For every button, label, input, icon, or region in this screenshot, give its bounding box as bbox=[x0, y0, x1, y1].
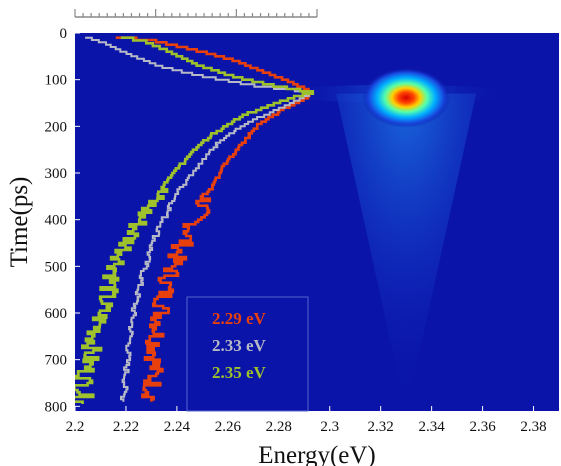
legend-box: 2.29 eV 2.33 eV 2.35 eV bbox=[186, 296, 309, 412]
x-axis-ticks: 2.2 2.22 2.24 2.26 2.28 2.3 2.32 2.34 2.36 2.38 bbox=[66, 406, 547, 435]
heatmap-tail bbox=[336, 93, 477, 411]
x-tick-label: 2.38 bbox=[520, 419, 546, 435]
heatmap-signal bbox=[281, 67, 512, 411]
x-tick-label: 2.26 bbox=[215, 419, 242, 435]
legend-frame bbox=[186, 296, 309, 412]
legend-entry-2-33ev: 2.33 eV bbox=[212, 336, 267, 355]
y-tick-label: 200 bbox=[45, 119, 68, 135]
series-layer bbox=[75, 36, 315, 404]
y-tick-label: 300 bbox=[45, 166, 68, 182]
top-scale-ruler bbox=[74, 9, 318, 18]
y-axis-ticks: 0 100 200 300 400 500 600 700 800 bbox=[45, 26, 80, 415]
legend-entry-2-29ev: 2.29 eV bbox=[212, 309, 267, 328]
x-tick-label: 2.24 bbox=[164, 419, 191, 435]
x-tick-label: 2.2 bbox=[66, 419, 85, 435]
x-tick-label: 2.32 bbox=[368, 419, 394, 435]
series-2-35-ev-line bbox=[75, 36, 315, 404]
y-tick-label: 700 bbox=[45, 353, 68, 369]
series-2-33-ev-line bbox=[85, 36, 312, 402]
y-tick-label: 400 bbox=[45, 213, 68, 229]
x-tick-label: 2.28 bbox=[266, 419, 292, 435]
series-2-29-ev-line bbox=[115, 36, 313, 402]
y-tick-label: 0 bbox=[60, 26, 68, 42]
y-tick-label: 600 bbox=[45, 306, 68, 322]
y-axis-title: Time(ps) bbox=[6, 177, 33, 268]
x-tick-label: 2.36 bbox=[469, 419, 496, 435]
x-tick-label: 2.34 bbox=[419, 419, 446, 435]
x-axis-title: Energy(eV) bbox=[258, 442, 376, 466]
heatmap-peak bbox=[362, 67, 451, 128]
y-tick-label: 100 bbox=[45, 73, 68, 89]
y-tick-label: 500 bbox=[45, 259, 68, 275]
x-tick-label: 2.22 bbox=[113, 419, 139, 435]
y-tick-label: 800 bbox=[45, 399, 68, 415]
x-tick-label: 2.3 bbox=[320, 419, 339, 435]
legend-entry-2-35ev: 2.35 eV bbox=[212, 363, 267, 382]
